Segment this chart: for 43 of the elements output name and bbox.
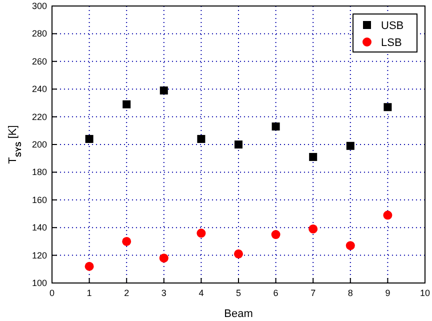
point (234, 249, 243, 258)
y-tick-label: 120 (32, 250, 47, 260)
x-axis-title: Beam (224, 308, 253, 320)
legend-label: LSB (381, 37, 402, 49)
point (122, 100, 131, 108)
y-tick-label: 220 (32, 112, 47, 122)
legend-label: USB (381, 20, 404, 32)
point (346, 241, 355, 250)
x-tick-label: 2 (124, 288, 130, 298)
point (159, 254, 168, 263)
x-tick-label: 6 (273, 288, 278, 298)
point (308, 224, 318, 234)
point (346, 142, 354, 150)
y-tick-label: 200 (32, 140, 47, 150)
point (196, 228, 206, 238)
x-tick-label: 8 (348, 288, 353, 298)
y-tick-label: 240 (32, 84, 47, 94)
x-tick-label: 3 (161, 288, 166, 298)
point (309, 152, 318, 161)
point (383, 210, 392, 220)
point (272, 122, 280, 130)
point (84, 262, 94, 271)
y-tick-label: 280 (32, 28, 47, 39)
y-tick-label: 300 (32, 1, 47, 11)
y-tick-label: 100 (32, 278, 47, 288)
x-tick-label: 9 (385, 288, 390, 298)
point (234, 140, 242, 148)
point (197, 134, 206, 143)
y-tick-label: 180 (32, 167, 47, 178)
x-tick-label: 4 (198, 288, 204, 298)
y-tick-label: 260 (32, 56, 47, 66)
x-tick-label: 10 (420, 288, 430, 298)
point (384, 103, 392, 112)
x-tick-label: 7 (310, 288, 316, 298)
point (122, 236, 132, 246)
point (85, 134, 94, 143)
y-tick-label: 140 (32, 222, 47, 233)
point (160, 86, 168, 94)
x-tick-label: 5 (236, 288, 242, 298)
point (271, 230, 280, 240)
x-tick-label: 1 (86, 288, 92, 298)
x-tick-label: 0 (49, 288, 55, 298)
y-tick-label: 160 (32, 194, 47, 205)
